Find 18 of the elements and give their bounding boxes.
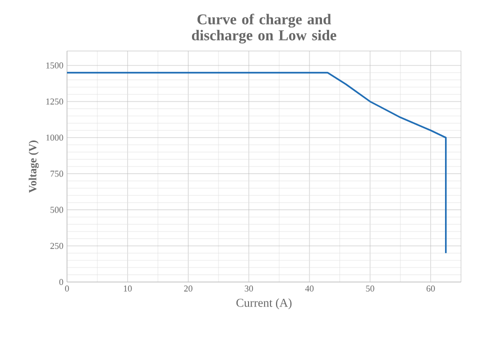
y-tick-label: 0 <box>59 278 64 286</box>
chart-title: Curve of charge and discharge on Low side <box>192 14 336 44</box>
x-tick-label: 10 <box>124 286 132 292</box>
y-tick-label: 1000 <box>46 134 64 141</box>
x-tick-label: 20 <box>184 286 192 292</box>
y-tick-label: 250 <box>50 242 64 249</box>
x-tick-label: 40 <box>305 286 314 292</box>
y-tick-label: 1500 <box>46 62 64 68</box>
x-tick-label: 50 <box>366 286 374 292</box>
line-series <box>67 72 447 254</box>
y-tick-label: 500 <box>50 206 64 213</box>
y-axis-title: Voltage (V) <box>28 140 39 193</box>
x-tick-label: 60 <box>426 286 435 292</box>
x-tick-label: 0 <box>65 286 69 292</box>
y-tick-label: 750 <box>50 170 64 177</box>
y-tick-label: 1250 <box>46 98 64 105</box>
x-axis-title: Current (A) <box>236 298 292 310</box>
x-tick-label: 30 <box>244 286 253 292</box>
